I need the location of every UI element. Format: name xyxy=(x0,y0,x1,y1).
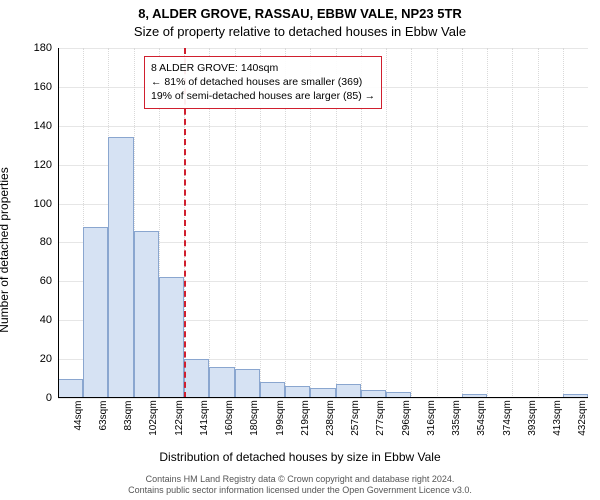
gridline-v xyxy=(411,48,412,398)
x-tick-label: 83sqm xyxy=(121,387,132,417)
x-tick-label: 219sqm xyxy=(298,384,309,420)
y-tick-label: 0 xyxy=(46,392,52,404)
info-box-line: ← 81% of detached houses are smaller (36… xyxy=(151,75,375,89)
x-tick-label: 257sqm xyxy=(348,384,359,420)
x-tick-label: 102sqm xyxy=(146,384,157,420)
gridline-v xyxy=(563,48,564,398)
gridline-h xyxy=(58,204,588,205)
y-tick-label: 60 xyxy=(40,275,52,287)
x-tick-label: 413sqm xyxy=(550,384,561,420)
y-tick-label: 180 xyxy=(34,42,52,54)
title-address: 8, ALDER GROVE, RASSAU, EBBW VALE, NP23 … xyxy=(0,6,600,21)
title-sub: Size of property relative to detached ho… xyxy=(0,24,600,39)
info-box-line: 19% of semi-detached houses are larger (… xyxy=(151,89,375,103)
gridline-h xyxy=(58,165,588,166)
histogram-bar xyxy=(134,231,159,398)
y-tick-label: 160 xyxy=(34,81,52,93)
gridline-v xyxy=(487,48,488,398)
x-tick-label: 335sqm xyxy=(449,384,460,420)
footer-line-1: Contains HM Land Registry data © Crown c… xyxy=(0,474,600,485)
gridline-v xyxy=(538,48,539,398)
info-box-line: 8 ALDER GROVE: 140sqm xyxy=(151,61,375,75)
x-tick-label: 374sqm xyxy=(500,384,511,420)
histogram-bar xyxy=(159,277,184,398)
x-tick-label: 432sqm xyxy=(575,384,586,420)
x-tick-label: 141sqm xyxy=(197,384,208,420)
gridline-v xyxy=(462,48,463,398)
x-tick-label: 296sqm xyxy=(399,384,410,420)
histogram-bar xyxy=(83,227,108,398)
gridline-h xyxy=(58,48,588,49)
gridline-h xyxy=(58,126,588,127)
y-tick-label: 40 xyxy=(40,314,52,326)
info-box: 8 ALDER GROVE: 140sqm← 81% of detached h… xyxy=(144,56,382,109)
x-tick-label: 316sqm xyxy=(424,384,435,420)
x-tick-label: 63sqm xyxy=(96,387,107,417)
y-tick-label: 100 xyxy=(34,198,52,210)
x-axis-label: Distribution of detached houses by size … xyxy=(0,450,600,464)
footer-attribution: Contains HM Land Registry data © Crown c… xyxy=(0,474,600,497)
x-tick-label: 199sqm xyxy=(273,384,284,420)
y-tick-label: 20 xyxy=(40,353,52,365)
x-tick-label: 44sqm xyxy=(71,387,82,417)
plot-area: 02040608010012014016018044sqm63sqm83sqm1… xyxy=(58,48,588,398)
histogram-bar xyxy=(108,137,133,398)
y-tick-label: 80 xyxy=(40,236,52,248)
x-tick-label: 393sqm xyxy=(525,384,536,420)
y-axis-label: Number of detached properties xyxy=(0,85,11,250)
gridline-v xyxy=(512,48,513,398)
y-tick-label: 140 xyxy=(34,120,52,132)
x-tick-label: 354sqm xyxy=(474,384,485,420)
x-tick-label: 238sqm xyxy=(323,384,334,420)
figure: 8, ALDER GROVE, RASSAU, EBBW VALE, NP23 … xyxy=(0,0,600,500)
footer-line-2: Contains public sector information licen… xyxy=(0,485,600,496)
x-tick-label: 180sqm xyxy=(247,384,258,420)
x-tick-label: 277sqm xyxy=(373,384,384,420)
x-axis-line xyxy=(58,397,588,398)
gridline-v xyxy=(437,48,438,398)
x-tick-label: 160sqm xyxy=(222,384,233,420)
gridline-v xyxy=(386,48,387,398)
y-tick-label: 120 xyxy=(34,159,52,171)
y-axis-line xyxy=(58,48,59,398)
x-tick-label: 122sqm xyxy=(172,384,183,420)
